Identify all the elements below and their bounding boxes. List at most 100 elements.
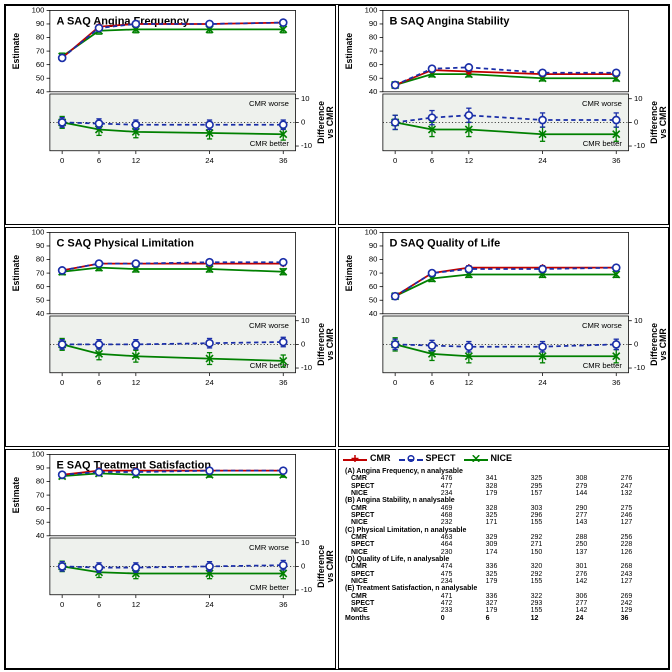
- svg-text:-10: -10: [634, 141, 645, 150]
- svg-text:Estimate: Estimate: [11, 255, 21, 292]
- svg-text:100: 100: [32, 228, 45, 237]
- svg-text:0: 0: [634, 340, 638, 349]
- table-group-title: (E) Treatment Satisfaction, n analysable: [343, 585, 664, 592]
- table-group-title: (D) Quality of Life, n analysable: [343, 556, 664, 563]
- svg-text:50: 50: [369, 295, 378, 304]
- svg-text:0: 0: [301, 562, 305, 571]
- svg-text:0: 0: [301, 118, 305, 127]
- panel-E: 405060708090100-1001006122436CMR worseCM…: [5, 449, 336, 669]
- svg-text:0: 0: [393, 156, 397, 165]
- svg-text:40: 40: [36, 87, 45, 96]
- panel-C: 405060708090100-1001006122436CMR worseCM…: [5, 227, 336, 447]
- table-row: SPECT475325292276243: [343, 571, 664, 578]
- table-group-title: (B) Angina Stability, n analysable: [343, 497, 664, 504]
- svg-text:10: 10: [301, 94, 310, 103]
- svg-text:0: 0: [393, 378, 397, 387]
- table-row: NICE230174150137126: [343, 549, 664, 556]
- svg-text:CMR worse: CMR worse: [582, 99, 622, 108]
- svg-text:40: 40: [369, 87, 378, 96]
- table-row: CMR471336322306269: [343, 593, 664, 600]
- legend-nice: NICE: [464, 454, 513, 464]
- svg-text:36: 36: [279, 378, 288, 387]
- svg-text:12: 12: [465, 156, 474, 165]
- svg-text:24: 24: [205, 378, 214, 387]
- legend-spect: SPECT: [399, 454, 456, 464]
- svg-text:90: 90: [369, 241, 378, 250]
- panel-A: 405060708090100-1001006122436CMR worseCM…: [5, 5, 336, 225]
- svg-text:12: 12: [132, 378, 141, 387]
- svg-text:B SAQ Angina Stability: B SAQ Angina Stability: [389, 16, 510, 28]
- svg-text:10: 10: [301, 538, 310, 547]
- svg-text:0: 0: [60, 156, 64, 165]
- svg-text:D SAQ Quality of Life: D SAQ Quality of Life: [389, 238, 500, 250]
- svg-text:80: 80: [36, 33, 45, 42]
- n-table: (A) Angina Frequency, n analysableCMR476…: [343, 468, 664, 622]
- legend-and-table: CMR SPECT NICE (A) Angina Frequency, n a…: [338, 449, 669, 669]
- svg-text:CMR worse: CMR worse: [582, 321, 622, 330]
- table-row: NICE234179155142127: [343, 578, 664, 585]
- svg-text:60: 60: [369, 60, 378, 69]
- svg-text:CMR worse: CMR worse: [249, 543, 289, 552]
- table-row: SPECT468325296277246: [343, 512, 664, 519]
- svg-text:36: 36: [612, 378, 621, 387]
- svg-text:80: 80: [369, 255, 378, 264]
- svg-text:100: 100: [365, 228, 378, 237]
- table-row: SPECT464309271250228: [343, 541, 664, 548]
- svg-text:0: 0: [60, 378, 64, 387]
- table-row: CMR476341325308276: [343, 475, 664, 482]
- svg-text:-10: -10: [301, 585, 312, 594]
- svg-text:60: 60: [36, 504, 45, 513]
- svg-text:0: 0: [60, 600, 64, 609]
- svg-text:10: 10: [634, 94, 643, 103]
- table-row: SPECT472327293277242: [343, 600, 664, 607]
- legend-nice-label: NICE: [491, 454, 513, 464]
- svg-text:Differencevs CMR: Differencevs CMR: [316, 323, 335, 366]
- svg-text:0: 0: [301, 340, 305, 349]
- svg-text:36: 36: [279, 156, 288, 165]
- svg-text:Estimate: Estimate: [344, 255, 354, 292]
- svg-text:24: 24: [538, 156, 547, 165]
- svg-text:Estimate: Estimate: [11, 477, 21, 514]
- table-row: CMR463329292288256: [343, 534, 664, 541]
- svg-text:CMR better: CMR better: [250, 583, 290, 592]
- legend-spect-label: SPECT: [426, 454, 456, 464]
- svg-text:40: 40: [36, 309, 45, 318]
- svg-text:Estimate: Estimate: [344, 33, 354, 70]
- svg-text:60: 60: [36, 282, 45, 291]
- circle-icon: [407, 455, 414, 462]
- svg-text:50: 50: [36, 295, 45, 304]
- svg-text:70: 70: [36, 46, 45, 55]
- svg-text:Differencevs CMR: Differencevs CMR: [316, 101, 335, 144]
- svg-text:6: 6: [97, 600, 101, 609]
- svg-text:10: 10: [634, 316, 643, 325]
- svg-text:24: 24: [538, 378, 547, 387]
- legend-cmr: CMR: [343, 454, 391, 464]
- svg-text:40: 40: [369, 309, 378, 318]
- svg-text:50: 50: [369, 73, 378, 82]
- svg-text:6: 6: [430, 156, 434, 165]
- svg-text:24: 24: [205, 156, 214, 165]
- svg-text:6: 6: [430, 378, 434, 387]
- svg-text:24: 24: [205, 600, 214, 609]
- svg-text:12: 12: [132, 156, 141, 165]
- x-icon: [472, 455, 479, 462]
- table-row: CMR469328303290275: [343, 505, 664, 512]
- series-legend: CMR SPECT NICE: [343, 452, 664, 468]
- svg-text:Differencevs CMR: Differencevs CMR: [316, 545, 335, 588]
- svg-text:12: 12: [465, 378, 474, 387]
- svg-text:90: 90: [369, 19, 378, 28]
- svg-text:CMR worse: CMR worse: [249, 321, 289, 330]
- svg-text:80: 80: [36, 255, 45, 264]
- svg-text:CMR worse: CMR worse: [249, 99, 289, 108]
- svg-text:100: 100: [365, 6, 378, 15]
- svg-text:36: 36: [612, 156, 621, 165]
- svg-text:36: 36: [279, 600, 288, 609]
- svg-text:C SAQ Physical Limitation: C SAQ Physical Limitation: [56, 238, 194, 250]
- plus-icon: [352, 455, 359, 462]
- svg-text:70: 70: [36, 268, 45, 277]
- svg-text:10: 10: [301, 316, 310, 325]
- table-group-title: (C) Physical Limitation, n analysable: [343, 527, 664, 534]
- svg-text:90: 90: [36, 463, 45, 472]
- svg-text:Differencevs CMR: Differencevs CMR: [649, 101, 668, 144]
- svg-text:Differencevs CMR: Differencevs CMR: [649, 323, 668, 366]
